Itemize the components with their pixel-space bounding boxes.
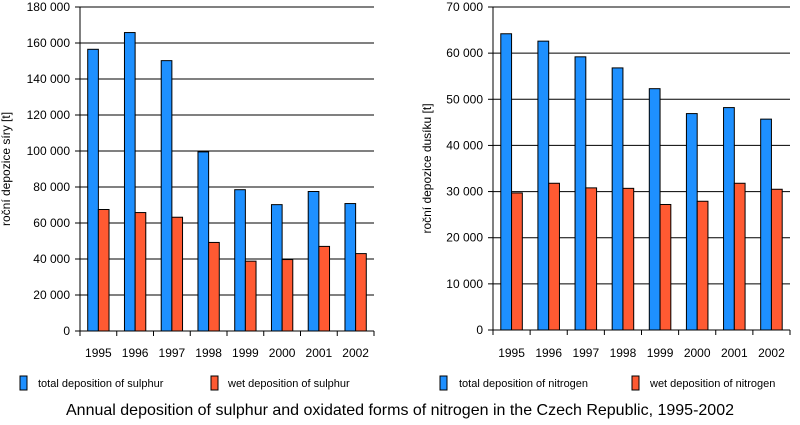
bar-total (500, 33, 513, 331)
y-tick-label: 80 000 (33, 180, 70, 194)
bar-total (344, 203, 357, 332)
y-tick-label: 70 000 (446, 0, 483, 14)
x-tick-label: 1998 (195, 346, 222, 360)
y-tick-label: 40 000 (33, 252, 70, 266)
bar-wet (281, 259, 294, 332)
y-tick-label: 20 000 (446, 231, 483, 245)
x-tick-label: 2000 (269, 346, 296, 360)
legend-label: wet deposition of sulphur (227, 378, 350, 390)
bar-total (307, 191, 320, 332)
y-tick-label: 140 000 (27, 72, 71, 86)
x-tick-label: 1995 (498, 346, 525, 360)
y-tick-label: 30 000 (446, 185, 483, 199)
x-tick-label: 1999 (647, 346, 674, 360)
x-tick-label: 1996 (122, 346, 149, 360)
bar-wet (355, 253, 367, 332)
bar-wet (585, 187, 598, 331)
bar-total (87, 48, 99, 332)
x-tick-label: 1997 (159, 346, 186, 360)
bar-total (685, 113, 698, 331)
x-tick-label: 1998 (610, 346, 637, 360)
bar-wet (622, 187, 635, 331)
legend-label: total deposition of sulphur (38, 378, 164, 390)
legend-swatch (210, 375, 219, 391)
legend-swatch (19, 375, 28, 391)
y-tick-label: 10 000 (446, 277, 483, 291)
bar-wet (318, 245, 331, 332)
x-tick-label: 1996 (535, 346, 562, 360)
y-tick-label: 0 (63, 324, 70, 338)
y-tick-label: 120 000 (27, 108, 71, 122)
y-tick-label: 50 000 (446, 92, 483, 106)
y-tick-label: 160 000 (27, 36, 71, 50)
bar-wet (244, 260, 257, 332)
bar-wet (696, 200, 709, 331)
y-tick-label: 0 (476, 323, 483, 337)
y-axis-label: roční depozice dusíku [t] (420, 103, 434, 233)
x-tick-label: 2002 (342, 346, 369, 360)
bar-total (270, 204, 283, 332)
x-tick-label: 2001 (721, 346, 748, 360)
bar-wet (770, 188, 783, 331)
bar-total (760, 118, 772, 331)
x-tick-label: 2002 (758, 346, 785, 360)
y-axis-label: roční depozice síry [t] (0, 112, 13, 226)
bar-total (234, 189, 246, 332)
x-tick-label: 2000 (684, 346, 711, 360)
bar-wet (97, 209, 110, 332)
bar-wet (659, 203, 672, 331)
y-tick-label: 40 000 (446, 138, 483, 152)
y-tick-label: 60 000 (33, 216, 70, 230)
bar-total (611, 67, 624, 331)
y-tick-label: 60 000 (446, 46, 483, 60)
bar-total (723, 107, 735, 331)
bar-total (197, 151, 210, 332)
bar-wet (171, 216, 184, 332)
y-tick-label: 20 000 (33, 288, 70, 302)
bar-wet (548, 182, 560, 331)
bar-wet (208, 241, 220, 332)
bar-total (537, 40, 550, 331)
legend-label: wet deposition of nitrogen (649, 378, 775, 390)
x-tick-label: 1997 (572, 346, 599, 360)
x-tick-label: 2001 (306, 346, 333, 360)
bar-wet (134, 212, 147, 332)
y-tick-label: 180 000 (27, 0, 71, 14)
figure-caption: Annual deposition of sulphur and oxidate… (66, 402, 734, 419)
bar-wet (511, 192, 523, 331)
legend-label: total deposition of nitrogen (459, 378, 588, 390)
bar-total (648, 88, 661, 331)
bar-total (160, 60, 173, 332)
legend-swatch (631, 375, 640, 391)
legend-swatch (439, 375, 448, 391)
x-tick-label: 1999 (232, 346, 259, 360)
bar-total (574, 56, 587, 331)
x-tick-label: 1995 (85, 346, 112, 360)
y-tick-label: 100 000 (27, 144, 71, 158)
bar-total (123, 32, 136, 332)
bar-wet (733, 182, 746, 331)
